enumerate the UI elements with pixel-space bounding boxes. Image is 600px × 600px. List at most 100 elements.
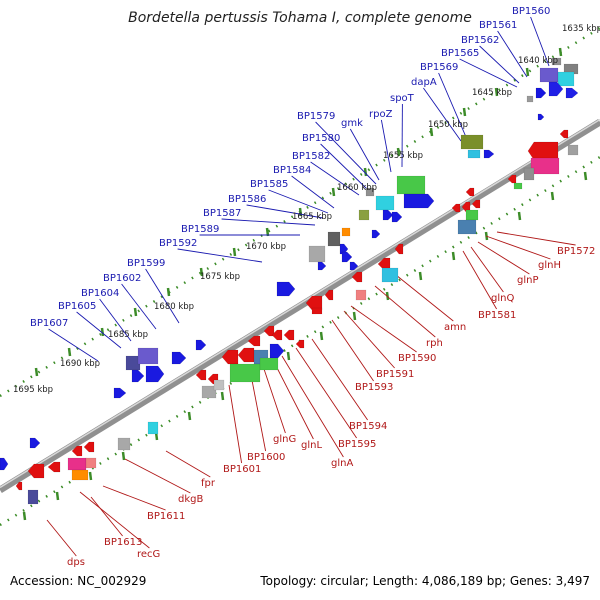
- gene-label-bp1600[interactable]: BP1600: [247, 452, 285, 463]
- gene-label-bp1605[interactable]: BP1605: [58, 301, 96, 312]
- gene-label-bp1560[interactable]: BP1560: [512, 6, 550, 17]
- reverse-gene-arrow[interactable]: [263, 325, 275, 337]
- forward-gene-arrow[interactable]: [113, 387, 127, 399]
- gene-feature-block[interactable]: [311, 307, 323, 315]
- reverse-gene-arrow[interactable]: [324, 289, 334, 301]
- gene-label-bp1602[interactable]: BP1602: [103, 273, 141, 284]
- gene-feature-block[interactable]: [341, 227, 351, 237]
- forward-gene-arrow[interactable]: [535, 87, 547, 99]
- forward-gene-arrow[interactable]: [29, 437, 41, 449]
- gene-label-bp1613[interactable]: BP1613: [104, 537, 142, 548]
- gene-feature-block[interactable]: [467, 149, 481, 159]
- gene-feature-block[interactable]: [365, 187, 375, 197]
- gene-label-dapa[interactable]: dapA: [411, 77, 437, 88]
- gene-label-bp1586[interactable]: BP1586: [228, 194, 266, 205]
- reverse-gene-arrow[interactable]: [247, 335, 261, 347]
- gene-feature-block[interactable]: [213, 379, 225, 391]
- gene-feature-block[interactable]: [358, 209, 370, 221]
- gene-label-bp1582[interactable]: BP1582: [292, 151, 330, 162]
- gene-label-amn[interactable]: amn: [444, 322, 466, 333]
- reverse-gene-arrow[interactable]: [271, 329, 283, 341]
- reverse-gene-arrow[interactable]: [351, 271, 363, 283]
- gene-label-bp1581[interactable]: BP1581: [478, 310, 516, 321]
- gene-label-glng[interactable]: glnG: [273, 434, 296, 445]
- gene-label-bp1593[interactable]: BP1593: [355, 382, 393, 393]
- gene-feature-block[interactable]: [27, 489, 39, 505]
- gene-label-bp1590[interactable]: BP1590: [398, 353, 436, 364]
- gene-label-bp1569[interactable]: BP1569: [420, 62, 458, 73]
- gene-label-bp1589[interactable]: BP1589: [181, 224, 219, 235]
- gene-feature-block[interactable]: [539, 67, 559, 83]
- gene-label-glnh[interactable]: glnH: [538, 260, 561, 271]
- reverse-gene-arrow[interactable]: [527, 141, 559, 161]
- gene-label-bp1585[interactable]: BP1585: [250, 179, 288, 190]
- gene-feature-block[interactable]: [308, 245, 326, 263]
- gene-label-glnq[interactable]: glnQ: [491, 293, 514, 304]
- gene-feature-block[interactable]: [67, 457, 87, 471]
- gene-label-bp1587[interactable]: BP1587: [203, 208, 241, 219]
- reverse-gene-arrow[interactable]: [71, 445, 83, 457]
- reverse-gene-arrow[interactable]: [27, 463, 45, 479]
- gene-label-bp1601[interactable]: BP1601: [223, 464, 261, 475]
- gene-feature-block[interactable]: [513, 182, 523, 190]
- gene-label-rpoz[interactable]: rpoZ: [369, 109, 393, 120]
- gene-label-bp1562[interactable]: BP1562: [461, 35, 499, 46]
- gene-label-glnp[interactable]: glnP: [517, 275, 539, 286]
- gene-label-bp1565[interactable]: BP1565: [441, 48, 479, 59]
- gene-label-recg[interactable]: recG: [137, 549, 160, 560]
- gene-feature-block[interactable]: [375, 195, 395, 211]
- forward-gene-arrow[interactable]: [371, 229, 381, 239]
- gene-label-glna[interactable]: glnA: [331, 458, 353, 469]
- gene-label-bp1572[interactable]: BP1572: [557, 246, 595, 257]
- gene-feature-block[interactable]: [117, 437, 131, 451]
- forward-gene-arrow[interactable]: [0, 457, 9, 471]
- gene-label-rph[interactable]: rph: [426, 338, 443, 349]
- gene-label-fpr[interactable]: fpr: [201, 478, 216, 489]
- gene-feature-block[interactable]: [259, 357, 279, 371]
- reverse-gene-arrow[interactable]: [471, 199, 481, 209]
- gene-label-bp1604[interactable]: BP1604: [81, 288, 119, 299]
- gene-feature-block[interactable]: [85, 457, 97, 469]
- reverse-gene-arrow[interactable]: [195, 369, 207, 381]
- forward-gene-arrow[interactable]: [145, 365, 165, 383]
- gene-label-bp1584[interactable]: BP1584: [273, 165, 311, 176]
- forward-gene-arrow[interactable]: [131, 369, 145, 383]
- gene-feature-block[interactable]: [327, 231, 341, 247]
- gene-label-bp1591[interactable]: BP1591: [376, 369, 414, 380]
- reverse-gene-arrow[interactable]: [295, 339, 305, 349]
- forward-gene-arrow[interactable]: [548, 81, 564, 97]
- gene-feature-block[interactable]: [396, 175, 426, 195]
- gene-feature-block[interactable]: [526, 95, 534, 103]
- gene-label-bp1592[interactable]: BP1592: [159, 238, 197, 249]
- gene-feature-block[interactable]: [557, 71, 575, 87]
- gene-label-glnl[interactable]: glnL: [301, 440, 322, 451]
- forward-gene-arrow[interactable]: [171, 351, 187, 365]
- gene-label-dps[interactable]: dps: [67, 557, 85, 568]
- reverse-gene-arrow[interactable]: [237, 347, 255, 363]
- reverse-gene-arrow[interactable]: [451, 203, 461, 213]
- gene-feature-block[interactable]: [381, 267, 399, 283]
- forward-gene-arrow[interactable]: [391, 211, 403, 223]
- forward-gene-arrow[interactable]: [403, 193, 435, 209]
- gene-label-bp1599[interactable]: BP1599: [127, 258, 165, 269]
- forward-gene-arrow[interactable]: [341, 251, 353, 263]
- gene-feature-block[interactable]: [137, 347, 159, 365]
- gene-feature-block[interactable]: [530, 157, 560, 175]
- gene-feature-block[interactable]: [567, 144, 579, 156]
- reverse-gene-arrow[interactable]: [559, 129, 569, 139]
- gene-feature-block[interactable]: [523, 167, 535, 181]
- forward-gene-arrow[interactable]: [317, 261, 327, 271]
- forward-gene-arrow[interactable]: [382, 209, 394, 221]
- gene-feature-block[interactable]: [201, 385, 217, 399]
- gene-label-gmk[interactable]: gmk: [341, 118, 363, 129]
- gene-label-dkgb[interactable]: dkgB: [178, 494, 203, 505]
- forward-gene-arrow[interactable]: [269, 343, 285, 359]
- forward-gene-arrow[interactable]: [483, 149, 495, 159]
- forward-gene-arrow[interactable]: [349, 261, 359, 271]
- gene-label-bp1580[interactable]: BP1580: [302, 133, 340, 144]
- forward-gene-arrow[interactable]: [195, 339, 207, 351]
- gene-label-bp1594[interactable]: BP1594: [349, 421, 387, 432]
- gene-label-bp1579[interactable]: BP1579: [297, 111, 335, 122]
- gene-label-bp1611[interactable]: BP1611: [147, 511, 185, 522]
- reverse-gene-arrow[interactable]: [394, 243, 404, 255]
